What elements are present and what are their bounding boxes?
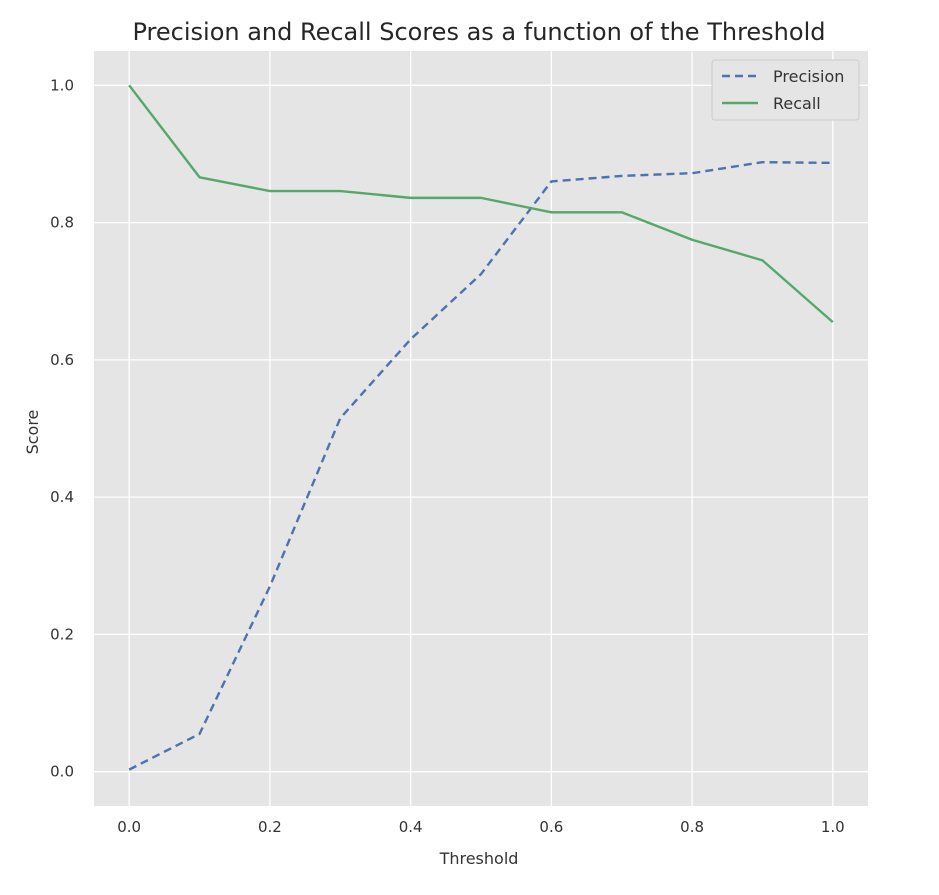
chart-title: Precision and Recall Scores as a functio… xyxy=(133,18,826,46)
legend-recall-label: Recall xyxy=(773,94,821,113)
x-tick-label: 0.2 xyxy=(258,818,282,836)
legend: Precision Recall xyxy=(711,59,860,121)
x-tick-label: 0.6 xyxy=(539,818,563,836)
recall-line xyxy=(128,84,834,324)
legend-precision-label: Precision xyxy=(773,67,844,86)
precision-line xyxy=(128,160,833,771)
x-tick-label: 0.8 xyxy=(680,818,704,836)
series-layer xyxy=(128,84,834,771)
y-tick-label: 0.6 xyxy=(50,351,74,369)
tick-labels: 0.0 0.2 0.4 0.6 0.8 1.0 0.0 0.2 0.4 0.6 0.8 1.0 xyxy=(50,76,845,836)
y-tick-label: 1.0 xyxy=(50,76,74,94)
x-tick-label: 0.0 xyxy=(117,818,141,836)
y-axis-label: Score xyxy=(23,410,42,455)
y-tick-label: 0.8 xyxy=(50,214,74,232)
x-tick-label: 1.0 xyxy=(821,818,845,836)
plot-area xyxy=(94,51,868,806)
x-tick-label: 0.4 xyxy=(399,818,423,836)
y-tick-label: 0.2 xyxy=(50,625,74,643)
y-tick-label: 0.0 xyxy=(50,763,74,781)
grid-lines xyxy=(94,51,868,806)
y-tick-label: 0.4 xyxy=(50,488,74,506)
x-axis-label: Threshold xyxy=(439,849,519,868)
